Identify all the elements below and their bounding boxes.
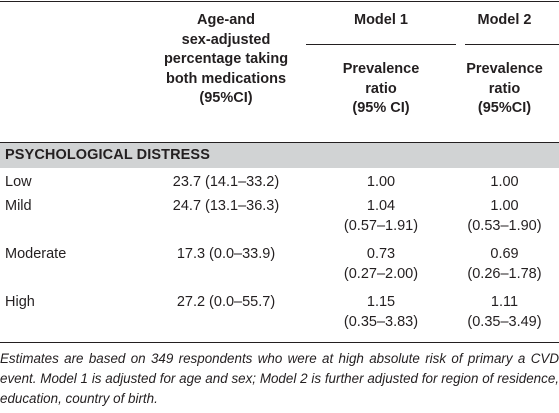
model-1-value: 1.00 — [366, 174, 396, 190]
header-model-2-prevalence-ratio: Prevalence ratio (95%CI) — [450, 60, 559, 119]
row-percentage: 24.7 (13.1–36.3) — [172, 198, 280, 214]
header-line: (95% CI) — [352, 100, 410, 116]
section-label-psychological-distress: PSYCHOLOGICAL DISTRESS — [5, 147, 210, 163]
row-percentage: 23.7 (14.1–33.2) — [172, 174, 280, 190]
header-age-sex-adjusted-percentage: Age-and sex-adjusted percentage taking b… — [126, 11, 326, 109]
model-2-value: 1.11 — [490, 294, 519, 310]
model-2-ci: (0.53–1.90) — [467, 217, 542, 234]
model-1-value: 0.73 — [366, 246, 396, 262]
row-model-2: 1.00 — [450, 173, 559, 193]
model-2-ci: (0.26–1.78) — [467, 265, 542, 282]
model-2-ci: (0.35–3.49) — [467, 313, 542, 330]
row-label: Low — [5, 174, 32, 190]
header-line: percentage taking — [163, 51, 289, 67]
row-model-1: 1.15 (0.35–3.83) — [306, 293, 456, 332]
header-line: (95%CI) — [477, 100, 532, 116]
row-label: High — [5, 294, 35, 310]
model-2-value: 1.00 — [490, 174, 519, 190]
row-model-1: 1.04 (0.57–1.91) — [306, 197, 456, 236]
row-percentage: 17.3 (0.0–33.9) — [176, 246, 276, 262]
row-label: Mild — [5, 198, 32, 214]
header-model-2-rule — [465, 44, 559, 45]
header-line: ratio — [365, 80, 397, 97]
header-line: Prevalence — [466, 61, 543, 77]
header-line: (95%CI) — [199, 90, 253, 106]
model-1-value: 1.15 — [366, 294, 396, 310]
model-1-value: 1.04 — [366, 198, 396, 214]
header-line: Age-and — [197, 12, 255, 28]
row-model-2: 0.69 (0.26–1.78) — [450, 245, 559, 284]
section-header-band: PSYCHOLOGICAL DISTRESS — [0, 142, 559, 168]
table-top-rule — [0, 1, 559, 2]
header-model-1-rule — [306, 44, 456, 45]
model-2-value: 1.00 — [490, 198, 519, 214]
header-line: sex-adjusted — [181, 31, 271, 48]
header-model-1-prevalence-ratio: Prevalence ratio (95% CI) — [306, 60, 456, 119]
header-line: Prevalence — [342, 61, 420, 77]
row-label: Moderate — [5, 246, 67, 262]
model-1-ci: (0.35–3.83) — [343, 313, 419, 330]
header-model-1: Model 1 — [354, 12, 408, 28]
table-footnote: Estimates are based on 349 respondents w… — [0, 351, 559, 406]
model-1-ci: (0.57–1.91) — [343, 217, 419, 234]
header-line: ratio — [488, 80, 521, 97]
row-model-1: 1.00 — [306, 173, 456, 193]
table-bottom-rule — [0, 342, 559, 343]
model-2-value: 0.69 — [490, 246, 519, 262]
row-percentage: 27.2 (0.0–55.7) — [176, 294, 276, 310]
header-line: both medications — [165, 70, 287, 87]
row-model-1: 0.73 (0.27–2.00) — [306, 245, 456, 284]
header-model-2: Model 2 — [477, 12, 532, 28]
model-1-ci: (0.27–2.00) — [343, 265, 419, 282]
row-model-2: 1.00 (0.53–1.90) — [450, 197, 559, 236]
row-model-2: 1.11 (0.35–3.49) — [450, 293, 559, 332]
